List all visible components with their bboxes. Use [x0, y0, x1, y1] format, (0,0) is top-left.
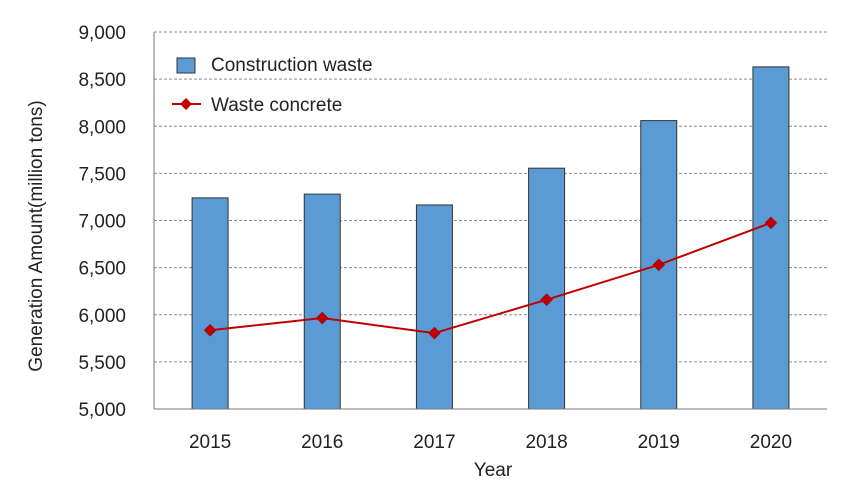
- point-waste-concrete: [540, 293, 553, 307]
- line-series: [203, 216, 778, 340]
- point-waste-concrete: [203, 323, 217, 337]
- bar-series: [191, 66, 790, 410]
- bar-construction-waste: [415, 204, 453, 410]
- bar-construction-waste: [191, 197, 229, 410]
- point-waste-concrete: [652, 258, 666, 272]
- x-axis-title: Year: [474, 460, 513, 481]
- legend-swatch-waste-concrete-marker: [180, 98, 192, 110]
- y-tick-label: 5,000: [78, 400, 126, 421]
- x-tick-label: 2017: [413, 432, 455, 453]
- legend-label-construction-waste: Construction waste: [211, 55, 373, 76]
- point-waste-concrete: [764, 216, 778, 230]
- x-tick-labels: 2015 2016 2017 2018 2019 2020: [189, 432, 792, 453]
- legend-label-waste-concrete: Waste concrete: [211, 95, 342, 116]
- legend-swatch-construction-waste: [176, 57, 196, 74]
- x-tick-label: 2020: [750, 432, 792, 453]
- bar-construction-waste: [752, 66, 790, 410]
- y-tick-label: 5,500: [78, 353, 126, 374]
- y-tick-label: 8,000: [78, 117, 126, 138]
- y-axis-title: Generation Amount(million tons): [26, 100, 47, 371]
- y-tick-label: 7,500: [78, 164, 126, 185]
- point-waste-concrete: [428, 326, 441, 340]
- x-tick-label: 2016: [301, 432, 343, 453]
- y-tick-label: 6,500: [78, 259, 126, 280]
- y-tick-label: 8,500: [78, 70, 126, 91]
- y-tick-label: 9,000: [78, 23, 126, 44]
- x-tick-label: 2015: [189, 432, 231, 453]
- gridlines: [154, 31, 827, 363]
- legend: Construction waste Waste concrete: [172, 55, 373, 116]
- y-tick-labels: 5,000 5,500 6,000 6,500 7,000 7,500 8,000 8,500…: [78, 23, 126, 421]
- y-tick-label: 7,000: [78, 212, 126, 233]
- x-tick-label: 2019: [638, 432, 680, 453]
- bar-construction-waste: [528, 167, 566, 410]
- y-tick-label: 6,000: [78, 306, 126, 327]
- x-tick-label: 2018: [525, 432, 567, 453]
- line-waste-concrete: [209, 221, 772, 335]
- bar-construction-waste: [303, 193, 341, 410]
- point-waste-concrete: [315, 311, 329, 325]
- axes: [153, 32, 827, 410]
